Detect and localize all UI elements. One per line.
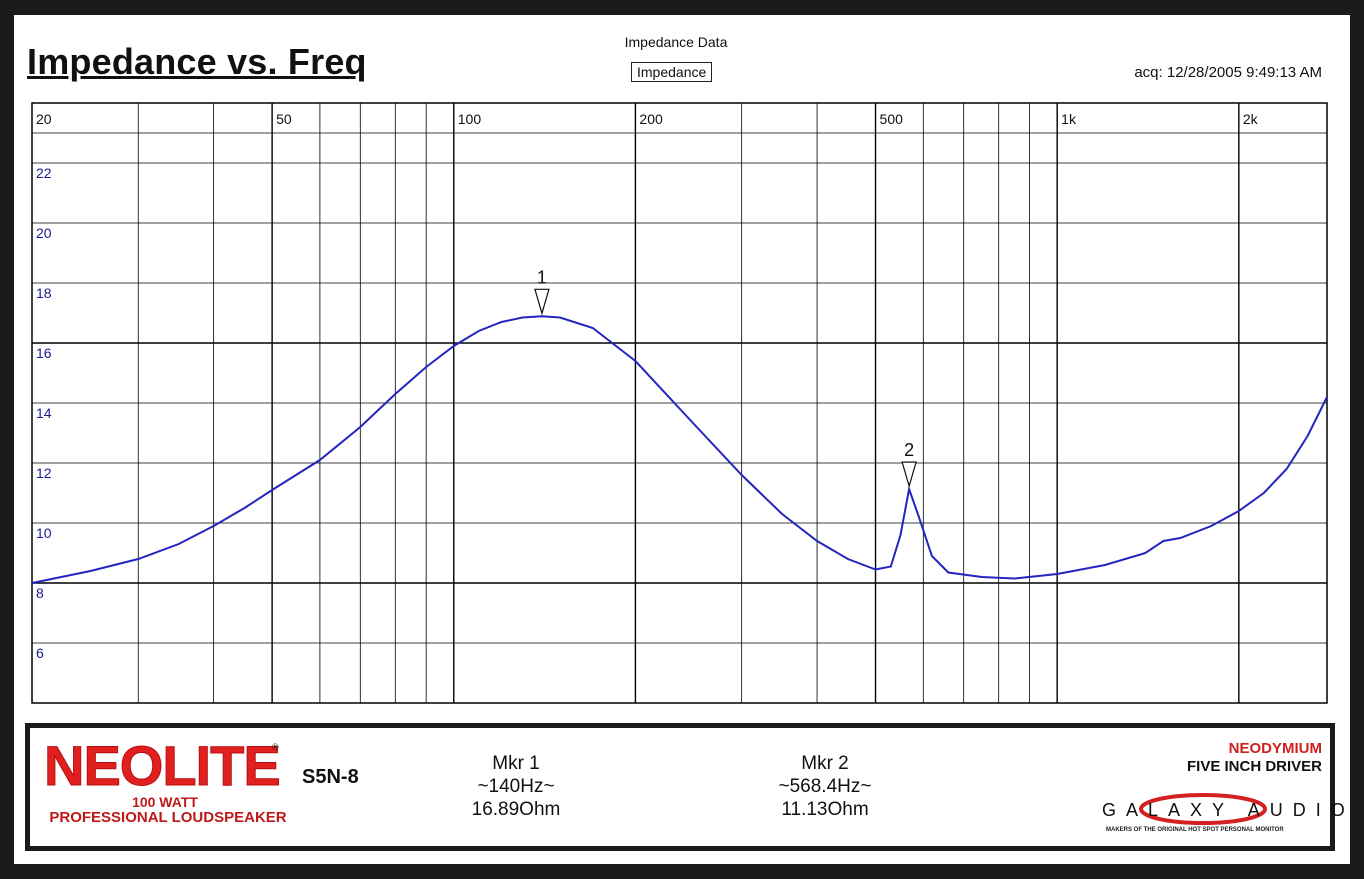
brand-logo-text: NEOLITE bbox=[44, 734, 282, 797]
neodymium-label: NEODYMIUM bbox=[1228, 740, 1322, 757]
y-tick-label: 16 bbox=[36, 345, 52, 361]
y-tick-label: 14 bbox=[36, 405, 52, 421]
galaxy-audio-logo: GALAXY AUDIO MAKERS OF THE ORIGINAL HOT … bbox=[1080, 793, 1345, 842]
y-tick-label: 8 bbox=[36, 585, 44, 601]
marker-2: 2 bbox=[901, 440, 917, 489]
wattage-label: 100 WATT bbox=[132, 794, 198, 810]
legend-impedance: Impedance bbox=[631, 62, 713, 82]
marker-label: 1 bbox=[537, 267, 547, 287]
y-tick-label: 18 bbox=[36, 285, 52, 301]
galaxy-audio-wordmark: GALAXY AUDIO bbox=[1102, 800, 1355, 820]
marker-label: 2 bbox=[904, 440, 914, 460]
grid-lines bbox=[32, 103, 1327, 703]
product-line-label: PROFESSIONAL LOUDSPEAKER bbox=[49, 809, 287, 826]
impedance-series-line bbox=[31, 315, 1328, 584]
y-tick-label: 6 bbox=[36, 645, 44, 661]
x-tick-label: 500 bbox=[880, 111, 904, 127]
marker-1-ohm: 16.89Ohm bbox=[471, 799, 561, 820]
marker-2-name: Mkr 2 bbox=[801, 753, 849, 774]
acquisition-timestamp: acq: 12/28/2005 9:49:13 AM bbox=[1134, 64, 1322, 81]
chart-frame: Impedance vs. Freq Impedance Data Impeda… bbox=[14, 15, 1350, 864]
swoosh-icon bbox=[1139, 793, 1267, 825]
marker-1-readout: Mkr 1 ~140Hz~ 16.89Ohm bbox=[421, 752, 611, 821]
marker-triangle-icon bbox=[901, 461, 917, 489]
y-tick-label: 22 bbox=[36, 165, 52, 181]
model-number: S5N-8 bbox=[302, 766, 359, 788]
x-tick-label: 20 bbox=[36, 111, 52, 127]
galaxy-tagline: MAKERS OF THE ORIGINAL HOT SPOT PERSONAL… bbox=[1106, 827, 1284, 833]
x-tick-label: 2k bbox=[1243, 111, 1259, 127]
chart-title: Impedance vs. Freq bbox=[27, 41, 367, 82]
footer-panel: NEOLITE ® 100 WATT PROFESSIONAL LOUDSPEA… bbox=[25, 723, 1345, 851]
marker-1-freq: ~140Hz~ bbox=[477, 776, 555, 797]
marker-1-name: Mkr 1 bbox=[492, 753, 540, 774]
data-title: Impedance Data bbox=[624, 34, 728, 50]
x-tick-label: 1k bbox=[1061, 111, 1077, 127]
markers: 12 bbox=[534, 267, 917, 489]
x-tick-label: 50 bbox=[276, 111, 292, 127]
x-tick-label: 200 bbox=[639, 111, 663, 127]
marker-triangle-icon bbox=[534, 288, 550, 316]
x-tick-label: 100 bbox=[458, 111, 482, 127]
marker-2-freq: ~568.4Hz~ bbox=[778, 776, 872, 797]
marker-2-readout: Mkr 2 ~568.4Hz~ 11.13Ohm bbox=[730, 752, 920, 821]
marker-1: 1 bbox=[534, 267, 550, 316]
marker-2-ohm: 11.13Ohm bbox=[781, 799, 869, 820]
y-tick-label: 10 bbox=[36, 525, 52, 541]
y-tick-label: 12 bbox=[36, 465, 52, 481]
y-tick-label: 20 bbox=[36, 225, 52, 241]
registered-mark: ® bbox=[272, 742, 279, 752]
driver-size-label: FIVE INCH DRIVER bbox=[1186, 758, 1322, 775]
